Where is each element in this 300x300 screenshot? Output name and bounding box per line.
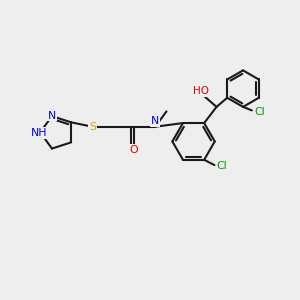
Text: N: N: [151, 116, 159, 126]
Text: O: O: [130, 145, 138, 155]
Text: Cl: Cl: [254, 107, 265, 117]
Text: HO: HO: [193, 86, 209, 96]
Text: S: S: [89, 122, 96, 132]
Text: NH: NH: [31, 128, 47, 138]
Text: Cl: Cl: [217, 161, 227, 171]
Text: N: N: [48, 110, 56, 121]
